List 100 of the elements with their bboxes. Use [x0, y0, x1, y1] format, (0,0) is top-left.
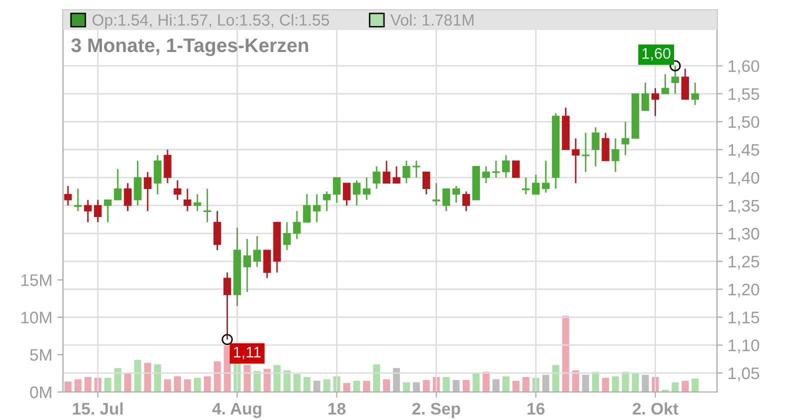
- y2-tick-label: 15M: [21, 274, 52, 286]
- candlestick: [641, 82, 650, 112]
- bar: [74, 379, 82, 392]
- bar: [244, 365, 251, 392]
- candlestick: [94, 199, 102, 223]
- candlestick: [502, 154, 510, 178]
- candlestick: [293, 210, 301, 240]
- bar: [602, 378, 609, 392]
- bar: [692, 378, 699, 392]
- annotation: 1,60: [642, 48, 670, 61]
- candlestick: [283, 222, 291, 251]
- annotation: 1,11: [234, 346, 261, 360]
- legend-label: Vol: 1.781M: [390, 14, 474, 26]
- y-tick-label: 1,35: [728, 200, 760, 214]
- bar: [283, 370, 290, 392]
- text: 3 Monate, 1-Tages-Kerzen: [71, 38, 308, 56]
- y-tick-label: 1,10: [728, 339, 760, 354]
- y-tick-label: 1,30: [728, 228, 760, 242]
- bar: [592, 372, 600, 392]
- bar: [303, 377, 310, 392]
- y-tick-label: 1,20: [728, 284, 760, 298]
- bar: [412, 382, 420, 392]
- candlestick: [542, 160, 550, 194]
- candlestick: [144, 171, 152, 212]
- bar: [642, 374, 649, 392]
- candlestick: [174, 180, 182, 201]
- y-tick-label: 1,50: [728, 116, 760, 130]
- candlestick: [303, 194, 311, 223]
- x-tick-label: 18: [328, 402, 346, 415]
- candlestick: [184, 188, 192, 212]
- bar: [144, 362, 152, 392]
- candlestick: [442, 188, 450, 212]
- candlestick: [154, 154, 162, 195]
- bar: [472, 373, 480, 392]
- bar: [562, 316, 570, 392]
- bar: [274, 365, 280, 392]
- candlestick: [582, 132, 590, 173]
- y-tick-label: 1,15: [728, 312, 760, 326]
- candlestick: [462, 190, 470, 212]
- bar: [254, 371, 261, 392]
- bar: [84, 377, 92, 392]
- x-tick-label: 4. Aug: [212, 402, 262, 418]
- x-tick-label: 15. Jul: [72, 402, 123, 415]
- candlestick: [104, 199, 112, 223]
- bar: [184, 379, 191, 392]
- candlestick: [74, 188, 82, 212]
- y2-tick-label: 5M: [30, 349, 52, 361]
- candlestick: [572, 138, 580, 184]
- x-tick-label: 2. Okt: [632, 402, 678, 415]
- bar: [264, 368, 271, 392]
- y-tick-label: 1,25: [728, 256, 760, 270]
- bar: [672, 382, 679, 392]
- y-tick-label: 1,55: [728, 88, 760, 102]
- bar: [134, 360, 142, 392]
- bar: [482, 372, 490, 392]
- bar: [422, 380, 430, 392]
- bar: [293, 374, 300, 392]
- bar: [64, 382, 72, 392]
- bar: [512, 380, 520, 392]
- candlestick: [622, 121, 630, 156]
- bar: [154, 364, 162, 392]
- bar: [682, 380, 689, 392]
- candlestick: [124, 182, 132, 212]
- candlestick: [342, 182, 351, 206]
- candlestick: [134, 160, 142, 206]
- candlestick: [362, 176, 370, 201]
- bar: [363, 380, 370, 392]
- bar: [373, 364, 380, 392]
- candlestick: [492, 160, 500, 178]
- bar: [502, 376, 510, 392]
- candlestick: [372, 166, 380, 190]
- candlestick: [392, 166, 400, 184]
- bar: [462, 380, 470, 392]
- candlestick: [432, 182, 440, 206]
- candlestick: [661, 74, 670, 94]
- candlestick: [313, 194, 321, 223]
- candlestick: [691, 82, 699, 106]
- candlestick: [322, 190, 331, 212]
- candlestick: [114, 168, 122, 201]
- candlestick: [243, 238, 251, 293]
- bar: [492, 379, 500, 392]
- candlestick: [602, 132, 610, 162]
- bar: [442, 377, 450, 392]
- candlestick: [204, 188, 212, 223]
- candlestick: [422, 171, 430, 195]
- bar: [124, 373, 132, 392]
- bar: [622, 372, 629, 392]
- bar: [522, 377, 530, 392]
- bar: [204, 376, 211, 392]
- y2-tick-label: 0M: [30, 386, 52, 398]
- bar: [174, 376, 181, 392]
- candlestick: [532, 174, 540, 195]
- candlestick: [84, 199, 92, 223]
- bar: [392, 368, 400, 392]
- candlestick: [332, 176, 341, 204]
- candlestick: [452, 185, 460, 204]
- bar: [632, 373, 639, 392]
- y-tick-label: 1,40: [728, 172, 760, 186]
- bar: [104, 378, 112, 392]
- candlestick: [681, 68, 689, 100]
